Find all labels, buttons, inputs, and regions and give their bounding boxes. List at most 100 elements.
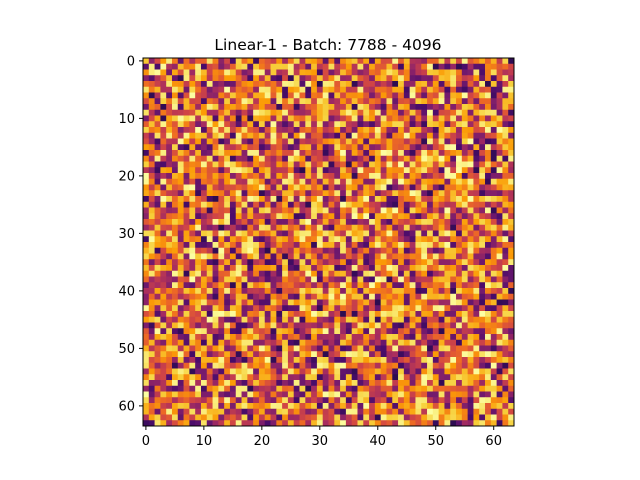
heatmap-cell bbox=[479, 334, 486, 341]
heatmap-cell bbox=[502, 242, 509, 249]
heatmap-cell bbox=[311, 374, 318, 381]
heatmap-cell bbox=[253, 270, 260, 277]
heatmap-cell bbox=[328, 276, 335, 283]
heatmap-cell bbox=[166, 144, 173, 151]
heatmap-cell bbox=[206, 144, 213, 151]
heatmap-cell bbox=[200, 58, 208, 65]
heatmap-cell bbox=[270, 219, 277, 226]
heatmap-cell bbox=[328, 213, 335, 220]
heatmap-cell bbox=[444, 75, 451, 82]
heatmap-cell bbox=[328, 150, 335, 157]
heatmap-cell bbox=[160, 92, 167, 99]
heatmap-cell bbox=[496, 242, 503, 249]
heatmap-cell bbox=[340, 403, 347, 410]
heatmap-cell bbox=[438, 58, 445, 65]
heatmap-cell bbox=[398, 86, 405, 93]
heatmap-cell bbox=[224, 230, 231, 237]
heatmap-cell bbox=[345, 362, 353, 369]
heatmap-cell bbox=[264, 242, 271, 249]
heatmap-cell bbox=[461, 374, 468, 381]
heatmap-cell bbox=[392, 92, 399, 99]
heatmap-cell bbox=[166, 173, 173, 180]
heatmap-cell bbox=[171, 414, 179, 421]
heatmap-cell bbox=[253, 75, 260, 82]
heatmap-cell bbox=[363, 247, 370, 254]
heatmap-cell bbox=[282, 311, 289, 318]
heatmap-cell bbox=[369, 201, 376, 208]
heatmap-cell bbox=[200, 132, 208, 139]
heatmap-cell bbox=[479, 276, 486, 283]
heatmap-cell bbox=[438, 351, 445, 358]
x-tick-label: 60 bbox=[485, 434, 502, 449]
heatmap-cell bbox=[166, 201, 173, 208]
heatmap-cell bbox=[334, 311, 341, 318]
heatmap-cell bbox=[276, 293, 283, 300]
heatmap-cell bbox=[485, 178, 492, 185]
heatmap-cell bbox=[189, 385, 196, 392]
heatmap-cell bbox=[398, 207, 405, 214]
heatmap-cell bbox=[386, 92, 393, 99]
heatmap-cell bbox=[160, 58, 167, 65]
heatmap-cell bbox=[386, 253, 393, 260]
heatmap-cell bbox=[345, 403, 353, 410]
heatmap-cell bbox=[212, 362, 219, 369]
heatmap-cell bbox=[229, 391, 237, 398]
heatmap-cell bbox=[258, 351, 266, 358]
heatmap-cell bbox=[392, 288, 399, 295]
heatmap-cell bbox=[357, 305, 364, 312]
heatmap-cell bbox=[490, 305, 497, 312]
heatmap-cell bbox=[502, 190, 509, 197]
heatmap-cell bbox=[189, 161, 196, 168]
heatmap-cell bbox=[235, 420, 242, 427]
heatmap-cell bbox=[334, 299, 341, 306]
heatmap-cell bbox=[212, 368, 219, 375]
heatmap-cell bbox=[316, 368, 324, 375]
heatmap-cell bbox=[293, 132, 300, 139]
heatmap-cell bbox=[398, 178, 405, 185]
heatmap-cell bbox=[282, 81, 289, 88]
heatmap-cell bbox=[432, 345, 439, 352]
heatmap-cell bbox=[490, 288, 497, 295]
heatmap-cell bbox=[363, 259, 370, 266]
heatmap-cell bbox=[276, 207, 283, 214]
heatmap-cell bbox=[403, 414, 411, 421]
heatmap-cell bbox=[374, 351, 382, 358]
heatmap-cell bbox=[374, 282, 382, 289]
heatmap-cell bbox=[345, 357, 353, 364]
heatmap-cell bbox=[496, 282, 503, 289]
heatmap-cell bbox=[357, 282, 364, 289]
heatmap-cell bbox=[380, 161, 387, 168]
heatmap-cell bbox=[189, 259, 196, 266]
heatmap-cell bbox=[392, 311, 399, 318]
heatmap-cell bbox=[369, 242, 376, 249]
heatmap-cell bbox=[287, 69, 295, 76]
heatmap-cell bbox=[212, 265, 219, 272]
heatmap-cell bbox=[177, 420, 184, 427]
heatmap-cell bbox=[508, 150, 515, 157]
heatmap-cell bbox=[229, 265, 237, 272]
heatmap-cell bbox=[415, 230, 422, 237]
heatmap-cell bbox=[311, 403, 318, 410]
heatmap-cell bbox=[415, 213, 422, 220]
heatmap-cell bbox=[299, 270, 306, 277]
heatmap-cell bbox=[189, 58, 196, 65]
heatmap-cell bbox=[143, 236, 150, 243]
heatmap-cell bbox=[189, 414, 196, 421]
heatmap-cell bbox=[427, 247, 434, 254]
heatmap-cell bbox=[160, 132, 167, 139]
heatmap-cell bbox=[380, 236, 387, 243]
heatmap-cell bbox=[467, 196, 474, 203]
heatmap-cell bbox=[415, 196, 422, 203]
heatmap-cell bbox=[177, 322, 184, 329]
heatmap-cell bbox=[444, 144, 451, 151]
heatmap-cell bbox=[398, 339, 405, 346]
heatmap-cell bbox=[293, 127, 300, 134]
heatmap-cell bbox=[287, 293, 295, 300]
heatmap-cell bbox=[270, 403, 277, 410]
heatmap-cell bbox=[154, 403, 161, 410]
heatmap-cell bbox=[247, 184, 254, 191]
heatmap-cell bbox=[282, 178, 289, 185]
heatmap-cell bbox=[195, 247, 202, 254]
heatmap-cell bbox=[177, 121, 184, 128]
heatmap-cell bbox=[322, 161, 329, 168]
